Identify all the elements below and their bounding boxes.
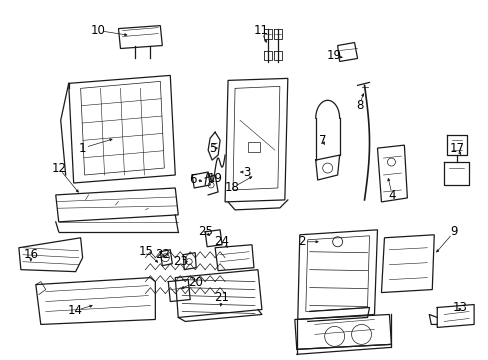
Text: 25: 25 xyxy=(197,225,212,238)
Text: 14: 14 xyxy=(68,304,83,317)
Text: 3: 3 xyxy=(243,166,250,179)
Text: 12: 12 xyxy=(51,162,66,175)
Text: 23: 23 xyxy=(172,255,187,268)
Text: 20: 20 xyxy=(187,276,202,289)
Text: 19: 19 xyxy=(326,49,342,62)
Text: 7: 7 xyxy=(318,134,326,147)
Bar xyxy=(247,142,260,152)
Text: 18: 18 xyxy=(224,181,239,194)
Text: 19: 19 xyxy=(207,171,222,185)
Text: 5: 5 xyxy=(209,141,216,155)
Text: 1: 1 xyxy=(79,141,86,155)
Text: 10: 10 xyxy=(91,24,106,37)
Text: 6: 6 xyxy=(189,172,197,185)
Text: 13: 13 xyxy=(452,301,467,314)
Text: 15: 15 xyxy=(139,245,154,258)
Text: 22: 22 xyxy=(155,248,169,261)
Text: 9: 9 xyxy=(449,225,457,238)
Text: 2: 2 xyxy=(297,235,305,248)
Text: 24: 24 xyxy=(214,235,229,248)
Text: 11: 11 xyxy=(253,24,268,37)
Text: 4: 4 xyxy=(388,189,395,202)
Text: 16: 16 xyxy=(23,248,38,261)
Text: 8: 8 xyxy=(355,99,363,112)
Text: 17: 17 xyxy=(449,141,464,155)
Text: 21: 21 xyxy=(214,291,229,304)
